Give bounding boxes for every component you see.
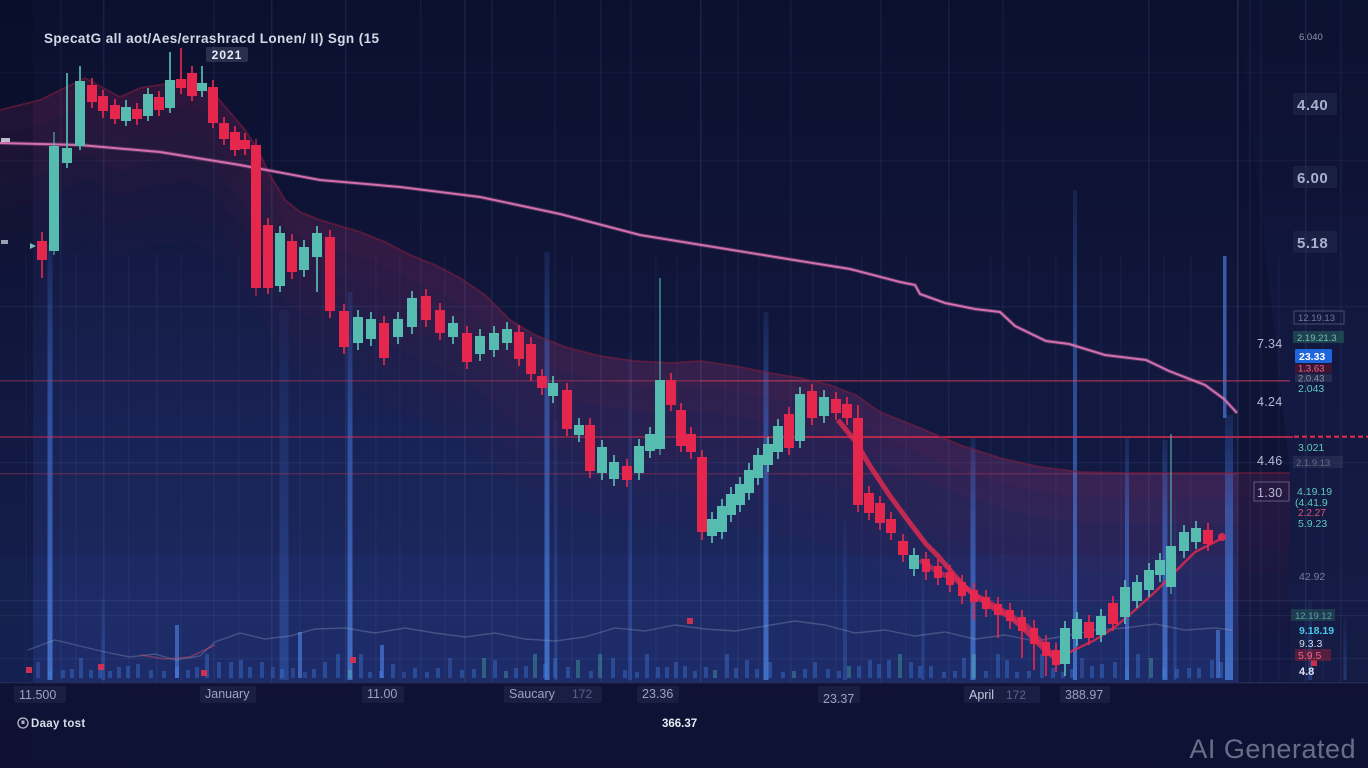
- svg-text:January: January: [205, 687, 250, 701]
- svg-text:(4.41.9: (4.41.9: [1295, 497, 1328, 509]
- svg-text:11.00: 11.00: [367, 687, 397, 701]
- svg-text:5.9.5: 5.9.5: [1298, 650, 1322, 662]
- svg-text:4.46: 4.46: [1257, 454, 1283, 468]
- svg-text:SpecatG all aot/Aes/errashracd: SpecatG all aot/Aes/errashracd Lonen/ II…: [44, 31, 380, 46]
- svg-text:Daay tost: Daay tost: [31, 718, 85, 730]
- svg-text:12.19.12: 12.19.12: [1295, 611, 1332, 622]
- svg-text:23.33: 23.33: [1299, 351, 1325, 363]
- svg-text:2.043: 2.043: [1298, 383, 1324, 395]
- svg-text:April: April: [969, 688, 994, 702]
- svg-text:5.18: 5.18: [1297, 235, 1328, 252]
- svg-text:1.30: 1.30: [1257, 486, 1283, 500]
- svg-text:172: 172: [572, 687, 592, 701]
- svg-text:2021: 2021: [212, 48, 243, 62]
- svg-text:2.0.43: 2.0.43: [1298, 374, 1324, 385]
- svg-text:9.18.19: 9.18.19: [1299, 625, 1334, 637]
- svg-text:1.3.63: 1.3.63: [1298, 364, 1324, 375]
- svg-text:9.3.3: 9.3.3: [1299, 638, 1323, 650]
- svg-text:23.36: 23.36: [642, 687, 673, 701]
- svg-text:Saucary: Saucary: [509, 687, 556, 701]
- svg-text:11.500: 11.500: [19, 688, 56, 702]
- svg-text:3.021: 3.021: [1298, 442, 1324, 454]
- svg-text:4.24: 4.24: [1257, 395, 1283, 409]
- svg-text:2.19.21.3: 2.19.21.3: [1297, 333, 1337, 344]
- svg-text:4.8: 4.8: [1299, 666, 1314, 678]
- svg-text:12.19.13: 12.19.13: [1298, 313, 1335, 324]
- svg-text:172: 172: [1006, 688, 1026, 702]
- svg-text:7.34: 7.34: [1257, 337, 1283, 351]
- svg-text:4.19.19: 4.19.19: [1297, 486, 1332, 498]
- svg-text:5.9.23: 5.9.23: [1298, 518, 1327, 530]
- svg-text:2.1.9.13: 2.1.9.13: [1296, 458, 1330, 469]
- svg-text:4.40: 4.40: [1297, 97, 1328, 114]
- svg-text:42.92: 42.92: [1299, 571, 1325, 583]
- svg-text:2.2.27: 2.2.27: [1298, 508, 1326, 519]
- svg-text:388.97: 388.97: [1065, 688, 1103, 702]
- svg-text:6.00: 6.00: [1297, 170, 1328, 187]
- svg-text:366.37: 366.37: [662, 718, 697, 730]
- svg-text:AI Generated: AI Generated: [1189, 734, 1356, 764]
- svg-text:23.37: 23.37: [823, 692, 854, 706]
- svg-text:6.040: 6.040: [1299, 32, 1323, 43]
